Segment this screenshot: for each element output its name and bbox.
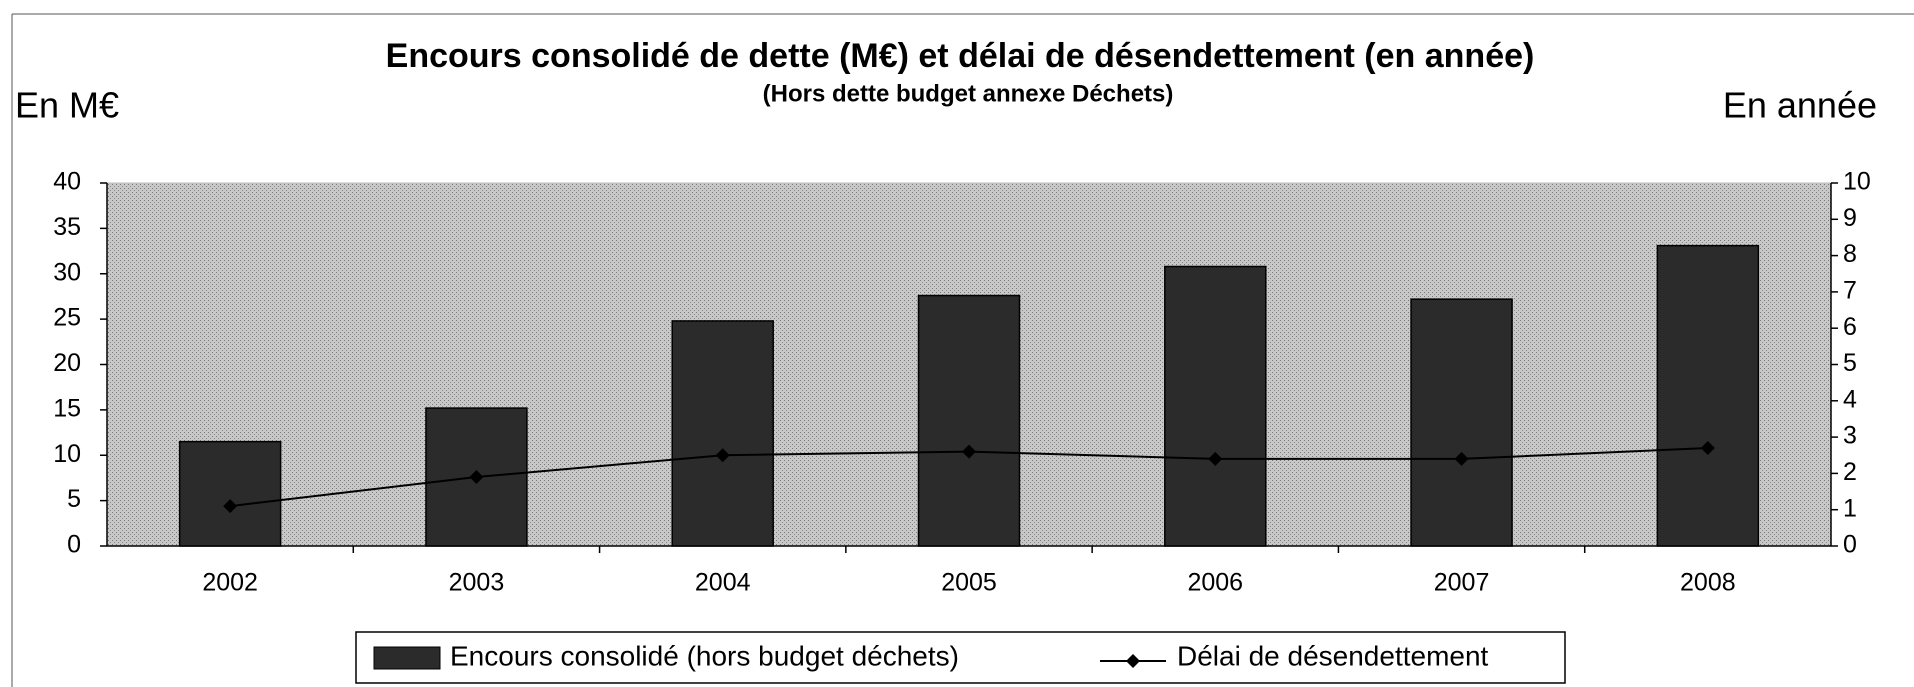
y2-tick-label: 1 — [1843, 494, 1857, 522]
x-tick-label: 2005 — [941, 569, 997, 597]
line-marker — [1454, 451, 1469, 466]
y2-tick-label: 8 — [1843, 240, 1857, 268]
y-tick-label: 40 — [53, 168, 81, 196]
y2-tick-label: 2 — [1843, 458, 1857, 486]
y2-tick-label: 6 — [1843, 313, 1857, 341]
x-tick-label: 2008 — [1680, 569, 1736, 597]
x-tick-label: 2002 — [202, 569, 258, 597]
chart-title: Encours consolidé de dette (M€) et délai… — [386, 37, 1535, 75]
y-tick-label: 0 — [67, 531, 81, 559]
y2-tick-label: 3 — [1843, 422, 1857, 450]
x-tick-label: 2004 — [695, 569, 751, 597]
bar — [917, 294, 1021, 547]
y2-axis-label: En année — [1723, 85, 1877, 126]
y-tick-label: 30 — [53, 258, 81, 286]
x-tick-label: 2006 — [1187, 569, 1243, 597]
y-axis-label: En M€ — [15, 85, 119, 126]
y-tick-label: 5 — [67, 485, 81, 513]
bar — [178, 440, 282, 547]
y-tick-label: 35 — [53, 213, 81, 241]
line-marker — [1700, 440, 1715, 455]
line-marker — [1208, 451, 1223, 466]
y2-tick-label: 5 — [1843, 349, 1857, 377]
bar — [1164, 265, 1267, 547]
y2-tick-label: 4 — [1843, 385, 1857, 413]
y-tick-label: 20 — [53, 349, 81, 377]
bar — [1410, 298, 1513, 547]
bar — [671, 320, 774, 547]
bar — [1656, 244, 1760, 547]
legend-label: Encours consolidé (hors budget déchets) — [450, 640, 959, 671]
y2-tick-label: 10 — [1843, 168, 1871, 196]
legend-box — [355, 631, 1566, 684]
y-tick-label: 10 — [53, 440, 81, 468]
x-tick-label: 2003 — [449, 569, 505, 597]
legend-marker — [1126, 654, 1140, 668]
legend-swatch — [373, 646, 441, 670]
line-marker — [962, 444, 976, 459]
y2-tick-label: 9 — [1843, 204, 1857, 232]
y2-tick-label: 0 — [1843, 531, 1857, 559]
legend-label: Délai de désendettement — [1177, 640, 1489, 671]
y-tick-label: 15 — [53, 394, 81, 422]
x-tick-label: 2007 — [1434, 569, 1490, 597]
chart-subtitle: (Hors dette budget annexe Déchets) — [763, 80, 1174, 107]
y2-tick-label: 7 — [1843, 277, 1857, 305]
y-tick-label: 25 — [53, 304, 81, 332]
line-marker — [469, 470, 484, 485]
line-marker — [715, 448, 730, 463]
line-marker — [223, 499, 238, 514]
